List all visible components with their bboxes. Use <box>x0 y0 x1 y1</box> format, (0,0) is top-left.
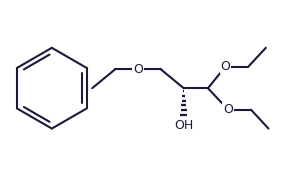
Text: O: O <box>223 103 233 116</box>
Text: O: O <box>133 63 143 76</box>
Text: OH: OH <box>174 119 193 132</box>
Text: O: O <box>220 60 230 73</box>
